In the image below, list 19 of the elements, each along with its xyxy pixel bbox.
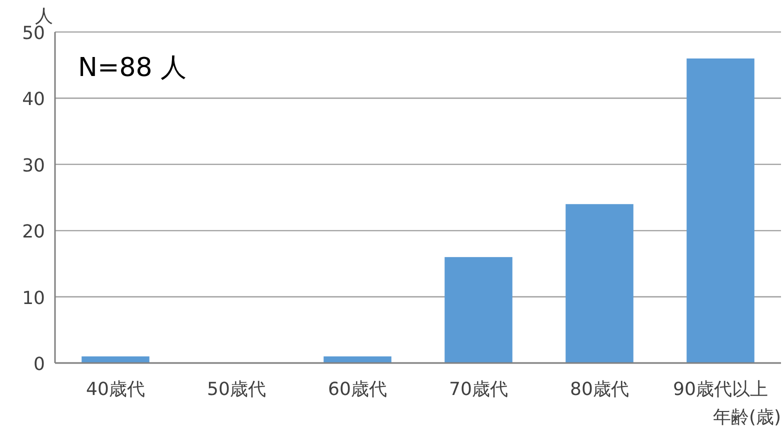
x-tick-label: 80歳代 (570, 379, 629, 400)
x-tick-label: 60歳代 (328, 379, 387, 400)
y-tick-label: 20 (22, 222, 45, 243)
x-tick-label: 40歳代 (86, 379, 145, 400)
x-tick-label: 70歳代 (449, 379, 508, 400)
bar (324, 356, 392, 363)
bar (444, 257, 512, 363)
y-tick-label: 0 (34, 354, 45, 375)
x-tick-label: 50歳代 (207, 379, 266, 400)
y-tick-label: 40 (22, 89, 45, 110)
y-tick-label: 30 (22, 155, 45, 176)
bar (82, 356, 150, 363)
y-tick-label: 10 (22, 288, 45, 309)
bar (686, 58, 754, 363)
annotation: N=88 人 (78, 53, 187, 83)
x-tick-label: 90歳代以上 (673, 379, 768, 400)
bar (566, 204, 634, 363)
x-axis-title: 年齢(歳) (712, 407, 781, 427)
y-axis-title: 人 (35, 6, 53, 27)
